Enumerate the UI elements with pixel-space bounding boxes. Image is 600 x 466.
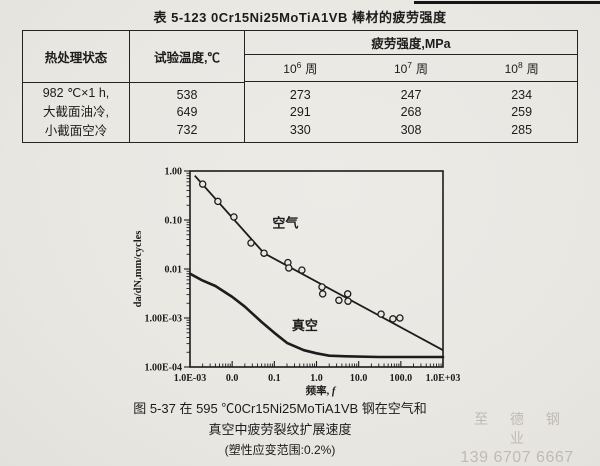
y-tick-label: 1.00E-04	[145, 363, 183, 374]
table-cell: 234	[511, 87, 533, 102]
cycle-header-1e7: 107 周	[393, 59, 429, 76]
header-fatigue-strength: 疲劳强度,MPa	[245, 31, 577, 55]
data-point	[318, 283, 326, 291]
x-tick-label: 100.0	[390, 373, 413, 384]
column-fatigue-strength: 疲劳强度,MPa 106 周 107 周 108 周 273 247 234 291 …	[245, 31, 577, 142]
header-treatment: 热处理状态	[23, 31, 129, 83]
data-point	[344, 297, 352, 305]
curve-label: 空气	[272, 216, 298, 231]
y-tick-label: 1.00E-03	[145, 314, 183, 325]
column-temperature: 试验温度,℃ 538 649 732	[130, 31, 245, 142]
x-axis-title: 频率, f	[306, 384, 337, 397]
table-cell: 308	[400, 122, 422, 137]
data-point	[298, 266, 306, 274]
fatigue-values-grid: 273 247 234 291 268 259 330 308 285	[245, 82, 577, 142]
y-tick-label: 1.00	[165, 167, 183, 178]
x-tick-label: 1.0	[310, 373, 323, 384]
figure-caption: 图 5-37 在 595 ℃0Cr15Ni25MoTiA1VB 钢在空气和 真空…	[60, 399, 500, 461]
data-point	[247, 239, 255, 247]
cycle-header-1e8: 108 周	[504, 59, 539, 76]
data-point	[318, 290, 327, 298]
table-cell: 259	[511, 105, 533, 120]
caption-line2: 真空中疲劳裂纹扩展速度	[208, 421, 352, 437]
vacuum-curve	[188, 272, 445, 359]
watermark-phone: 139 6707 6667	[460, 449, 574, 466]
treatment-cell: 982 ℃×1 h, 大截面油冷, 小截面空冷	[23, 83, 129, 142]
x-tick-label: 10.0	[350, 373, 368, 384]
temperature-cell: 538 649 732	[130, 83, 244, 142]
treatment-line: 小截面空冷	[44, 124, 108, 139]
x-tick-label: 0.0	[226, 373, 239, 384]
table-title: 表 5-123 0Cr15Ni25MoTiA1VB 棒材的疲劳强度	[153, 10, 447, 25]
watermark: 至 德 钢 业 139 6707 6667	[450, 410, 584, 466]
temperature-value: 732	[176, 122, 198, 137]
x-tick-label: 0.1	[268, 373, 281, 384]
data-point	[230, 213, 238, 221]
treatment-line: 大截面油冷,	[43, 104, 109, 119]
temperature-value: 649	[176, 105, 198, 120]
data-point	[260, 249, 268, 257]
data-point	[389, 315, 397, 323]
data-point	[198, 180, 207, 188]
table-cell: 247	[400, 87, 422, 102]
table-cell: 291	[289, 105, 311, 120]
air-fit-line	[194, 175, 444, 351]
data-point	[377, 310, 385, 318]
y-tick-label: 0.01	[165, 265, 183, 276]
x-tick-label: 1.0E-03	[174, 373, 207, 384]
treatment-line: 982 ℃×1 h,	[42, 86, 110, 101]
y-axis-title: da/dN,mm/cycles	[133, 231, 144, 308]
data-point	[214, 197, 222, 206]
plot-frame	[189, 170, 444, 368]
table-cell: 273	[289, 87, 311, 102]
data-point	[343, 290, 352, 298]
page-edge-rule	[414, 1, 600, 4]
table-cell: 330	[289, 122, 311, 137]
data-point	[285, 264, 293, 272]
data-point	[396, 314, 404, 322]
curve-label: 真空	[292, 318, 318, 333]
cycle-subheaders: 106 周 107 周 108 周	[245, 55, 577, 83]
caption-line3: (塑性应变范围:0.2%)	[224, 443, 336, 457]
temperature-value: 538	[176, 87, 198, 102]
cycle-header-1e6: 106 周	[283, 59, 318, 76]
fatigue-strength-table: 热处理状态 982 ℃×1 h, 大截面油冷, 小截面空冷 试验温度,℃ 538…	[22, 30, 578, 143]
table-cell: 285	[511, 122, 533, 137]
x-tick-label: 1.0E+03	[426, 373, 461, 384]
header-temperature: 试验温度,℃	[130, 31, 244, 83]
column-treatment: 热处理状态 982 ℃×1 h, 大截面油冷, 小截面空冷	[23, 31, 130, 142]
data-point	[335, 296, 343, 305]
y-tick-label: 0.10	[165, 216, 183, 227]
table-cell: 268	[400, 105, 422, 120]
caption-line1: 图 5-37 在 595 ℃0Cr15Ni25MoTiA1VB 钢在空气和	[133, 401, 427, 416]
watermark-name: 至 德 钢 业	[474, 411, 569, 446]
